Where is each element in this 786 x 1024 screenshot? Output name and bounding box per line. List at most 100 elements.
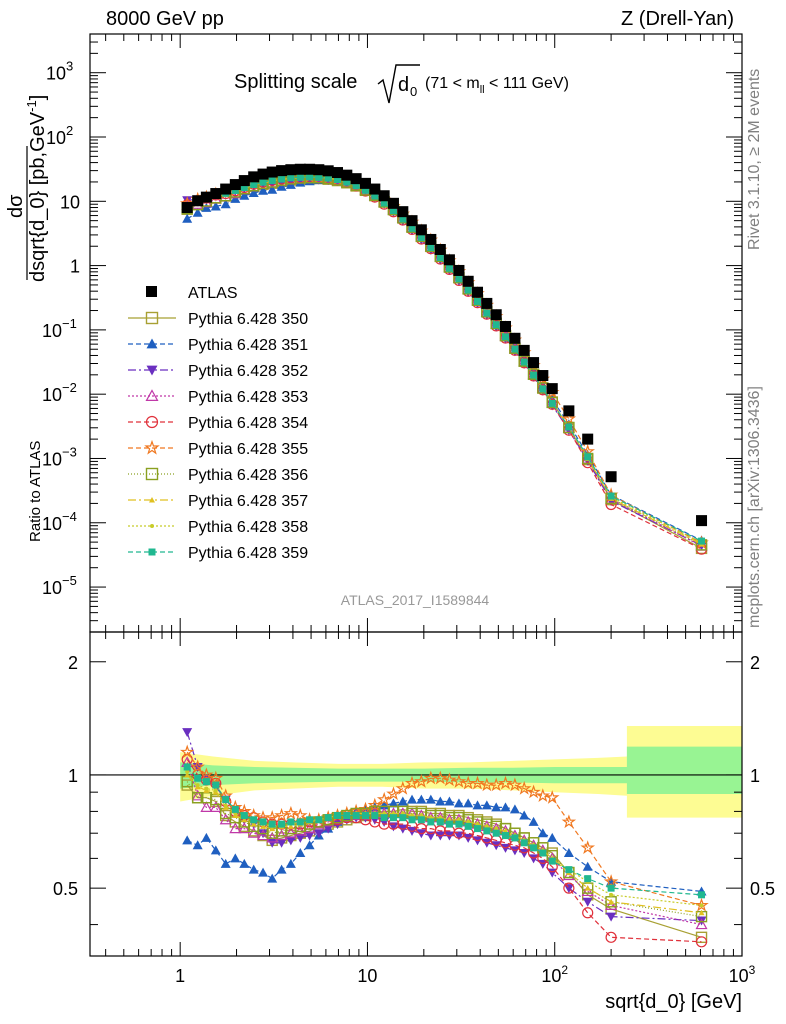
series-356-point	[563, 421, 575, 434]
legend-marker	[144, 439, 160, 455]
y-tick-label: 10	[42, 578, 62, 598]
atlas-point	[378, 190, 390, 202]
ratio-series-group	[179, 728, 709, 948]
series-355-ratio-point	[470, 775, 485, 790]
atlas-point	[220, 183, 232, 195]
series-356-ratio-point	[191, 792, 204, 804]
series-359-point	[436, 254, 444, 262]
y-tick-label: 1	[70, 257, 80, 277]
series-352-ratio-point	[285, 836, 296, 846]
series-359-ratio-point	[278, 820, 286, 828]
series-359-ratio-point	[259, 818, 267, 826]
series-359-point	[548, 399, 556, 407]
y-tick-exponent: 2	[66, 123, 73, 138]
series-352-ratio-point	[563, 884, 574, 894]
series-351-point	[258, 185, 269, 195]
sqrt-sign	[377, 64, 420, 104]
series-359-point	[417, 233, 425, 241]
series-351-ratio-point	[182, 835, 193, 845]
x-tick-exponent: 2	[561, 963, 568, 977]
series-351-point	[239, 190, 250, 200]
title-range-end: < 111 GeV)	[485, 75, 569, 92]
rivet-label: Rivet 3.1.10, ≥ 2M events	[746, 68, 763, 250]
y-label-numerator: dσ	[5, 194, 27, 218]
atlas-point	[369, 183, 381, 195]
legend	[128, 286, 176, 556]
series-358-line	[186, 176, 702, 544]
series-359-ratio-point	[231, 805, 239, 813]
atlas-point	[181, 202, 193, 214]
series-359-line	[186, 176, 702, 542]
series-359-point	[474, 297, 482, 305]
series-359-ratio-point	[334, 812, 342, 820]
series-359-point	[464, 286, 472, 294]
series-358-ratio-point	[223, 803, 228, 808]
series-359-point	[511, 345, 519, 353]
series-351-ratio-point	[407, 794, 418, 804]
series-357-ratio-point	[184, 771, 191, 778]
series-353-ratio-point	[209, 801, 222, 812]
atlas-point	[462, 275, 474, 287]
atlas-point	[546, 383, 558, 395]
series-351-ratio-point	[295, 848, 306, 858]
series-358-ratio-point	[494, 826, 499, 831]
legend-label: Pythia 6.428 356	[188, 467, 308, 484]
series-352-ratio-point	[267, 838, 278, 848]
series-355-ratio-point	[386, 786, 401, 801]
y-tick-exponent: −1	[62, 316, 77, 331]
series-351-ratio-point	[304, 840, 315, 850]
series-352-ratio-point	[582, 897, 593, 907]
series-355-ratio-point	[414, 774, 429, 788]
series-359-ratio-point	[455, 820, 463, 828]
atlas-point	[605, 471, 617, 483]
legend-label: Pythia 6.428 359	[188, 545, 308, 562]
series-351-ratio-point	[379, 800, 390, 810]
watermark: ATLAS_2017_I1589844	[341, 592, 490, 608]
series-359-ratio-point	[445, 820, 453, 828]
series-359-ratio-point	[548, 857, 556, 865]
series-351-ratio-point	[425, 794, 436, 804]
series-359-ratio-point	[222, 796, 230, 804]
series-359-ratio-point	[268, 820, 276, 828]
series-355-ratio-point	[498, 775, 513, 790]
series-353-ratio-point	[294, 824, 307, 836]
series-359-point	[334, 175, 342, 183]
series-355-ratio-point	[208, 770, 224, 785]
series-355-ratio-point	[367, 797, 383, 812]
ratio-tick-label-right: 0.5	[750, 879, 775, 899]
series-358-ratio-point	[484, 824, 489, 829]
series-359-point	[287, 174, 295, 182]
series-352-ratio-point	[313, 829, 324, 839]
series-355-ratio-point	[179, 744, 195, 759]
series-359-ratio-point	[361, 812, 369, 820]
series-359-ratio-point	[287, 818, 295, 826]
series-351-point	[267, 184, 278, 194]
series-355-ratio-point	[603, 874, 619, 888]
series-352-ratio-point	[304, 831, 315, 841]
series-351-ratio-point	[463, 798, 474, 808]
legend-marker	[148, 548, 156, 556]
series-355-ratio-point	[274, 807, 289, 822]
series-359-ratio-point	[296, 818, 304, 826]
series-359-ratio-point	[417, 816, 425, 824]
series-358-ratio-point	[699, 903, 704, 908]
atlas-point	[415, 224, 427, 236]
series-359-point	[530, 371, 538, 379]
series-354-ratio-point	[605, 931, 617, 943]
series-355-ratio-point	[292, 807, 308, 822]
x-tick-exponent: 3	[749, 963, 756, 977]
series-356-point	[546, 396, 558, 409]
y-tick-exponent: −2	[62, 380, 77, 395]
legend-marker	[149, 497, 155, 503]
series-359-point	[399, 215, 407, 223]
series-359-point	[520, 358, 528, 366]
series-357-ratio-point	[269, 825, 276, 832]
legend-marker	[150, 524, 154, 528]
series-351-ratio-point	[509, 804, 520, 814]
y-axis-label-group: dσ dsqrt{d_0} [pb,GeV-1]	[5, 95, 49, 282]
series-355-ratio-point	[264, 810, 280, 824]
legend-marker	[146, 338, 158, 349]
series-359-ratio-point	[380, 814, 388, 822]
y-label-exponent: -1	[24, 100, 39, 112]
y-tick-label: 10	[42, 321, 62, 341]
